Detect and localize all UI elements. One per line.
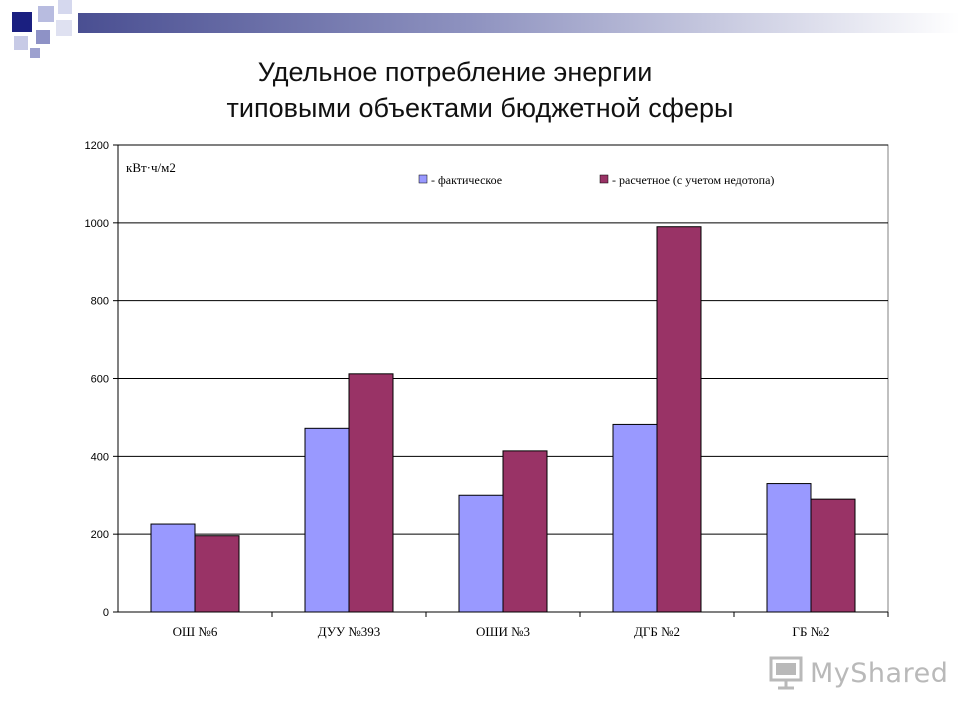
bar [612, 423, 658, 613]
logo-text: MyShared [810, 657, 949, 689]
x-tick-label: ДГБ №2 [634, 624, 680, 639]
legend-swatch [599, 174, 609, 184]
y-tick-label: 1000 [85, 218, 109, 230]
deco-square [30, 48, 40, 58]
x-tick-label: ДУУ №393 [318, 624, 381, 639]
y-tick-label: 0 [103, 607, 109, 619]
bar [348, 373, 394, 613]
deco-square [36, 30, 50, 44]
bar [458, 494, 504, 613]
slide-title: Удельное потребление энергии типовыми об… [0, 54, 960, 126]
deco-square [58, 0, 72, 14]
bar [304, 427, 350, 613]
x-tick-label: ОШИ №3 [476, 624, 530, 639]
y-tick-label: 600 [91, 374, 109, 386]
y-tick-label: 200 [91, 529, 109, 541]
title-line-1: Удельное потребление энергии [257, 57, 653, 87]
header-bar [78, 13, 960, 33]
bar [194, 535, 240, 613]
x-tick-label: ОШ №6 [173, 624, 218, 639]
logo: MyShared [768, 656, 948, 690]
y-tick-label: 800 [91, 296, 109, 308]
deco-square [12, 12, 32, 32]
presentation-icon [769, 656, 803, 690]
title-line-2: типовыми объектами бюджетной сферы [226, 93, 734, 123]
bar [502, 450, 548, 613]
legend-label: - фактическое [431, 173, 502, 187]
legend-label: - расчетное (с учетом недотопа) [612, 173, 774, 187]
bar [766, 483, 812, 613]
bar [656, 226, 702, 613]
y-axis-label: кВт·ч/м2 [126, 160, 176, 175]
deco-square [38, 6, 54, 22]
deco-square [14, 36, 28, 50]
y-tick-label: 1200 [85, 140, 109, 152]
legend-swatch [418, 174, 428, 184]
bar [150, 523, 196, 613]
deco-square [56, 20, 72, 36]
bar [810, 498, 856, 613]
y-tick-label: 400 [91, 451, 109, 463]
x-tick-label: ГБ №2 [792, 624, 829, 639]
